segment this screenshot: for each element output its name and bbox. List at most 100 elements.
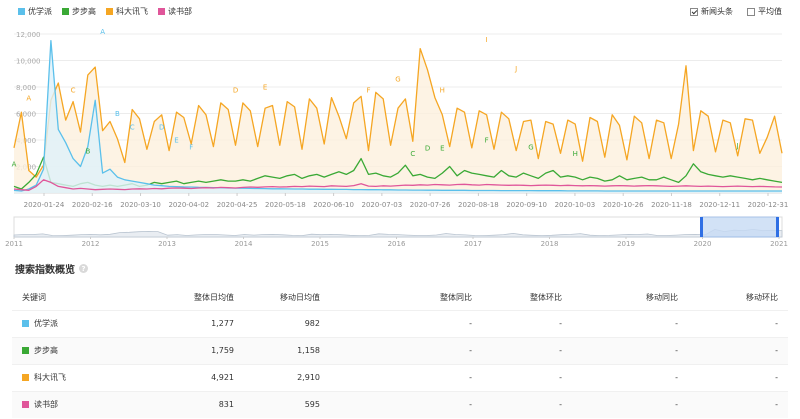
mobile-yoy-cell: - <box>572 390 688 418</box>
header-keyword: 关键词 <box>22 292 46 302</box>
legend-swatch <box>62 8 69 15</box>
news-marker: J <box>736 142 739 150</box>
news-headline-toggle[interactable]: 新闻头条 <box>690 6 733 17</box>
news-marker: J <box>514 65 517 73</box>
overall-avg-cell: 4,921 <box>162 363 244 391</box>
news-headline-label: 新闻头条 <box>701 7 733 16</box>
legend-item-youxuepai[interactable]: 优学派 <box>18 6 52 17</box>
header-mobile-mom: 移动环比 <box>746 292 778 302</box>
keyword-cell: 科大讯飞 <box>12 363 162 391</box>
table-header-row: 关键词 整体日均值 移动日均值 整体同比 整体环比 移动同比 移动环比 <box>12 285 788 310</box>
legend-label: 读书部 <box>168 7 192 16</box>
help-icon[interactable]: ? <box>79 264 88 273</box>
keyword-swatch <box>22 401 29 409</box>
keyword-swatch <box>22 374 29 381</box>
average-label: 平均值 <box>758 7 782 16</box>
news-marker: H <box>440 86 445 94</box>
news-marker: C <box>130 123 135 131</box>
x-tick-label: 2020-09-10 <box>506 201 547 209</box>
chart-options: 新闻头条 平均值 <box>690 6 782 17</box>
summary-table: 关键词 整体日均值 移动日均值 整体同比 整体环比 移动同比 移动环比 优学派 … <box>12 285 788 418</box>
legend-item-dushubu[interactable]: 读书部 <box>158 6 192 17</box>
x-tick-label: 2020-10-03 <box>555 201 596 209</box>
year-label: 2021 <box>770 240 788 248</box>
mobile-yoy-cell: - <box>572 336 688 364</box>
news-marker: C <box>410 150 415 158</box>
year-label: 2013 <box>158 240 176 248</box>
keyword-label: 优学派 <box>34 319 58 328</box>
overall-yoy-cell: - <box>330 363 482 391</box>
series-line <box>13 179 783 191</box>
year-label: 2015 <box>311 240 329 248</box>
legend-swatch <box>18 8 25 15</box>
mobile-avg-cell: 595 <box>244 390 330 418</box>
average-toggle[interactable]: 平均值 <box>747 6 782 17</box>
year-label: 2020 <box>694 240 712 248</box>
legend-swatch <box>158 8 165 15</box>
mobile-mom-cell: - <box>688 309 788 337</box>
y-tick-label: 6,000 <box>16 111 36 119</box>
mobile-avg-cell: 2,910 <box>244 363 330 391</box>
series-area <box>14 48 782 193</box>
x-tick-label: 2020-01-24 <box>24 201 65 209</box>
year-label: 2017 <box>464 240 482 248</box>
news-marker: G <box>395 76 400 84</box>
overall-mom-cell: - <box>482 363 572 391</box>
keyword-cell: 步步高 <box>12 336 162 364</box>
overall-yoy-cell: - <box>330 336 482 364</box>
legend-item-iflytek[interactable]: 科大讯飞 <box>106 6 148 17</box>
series-line <box>13 39 782 192</box>
table-row: 科大讯飞 4,921 2,910 - - - - <box>12 363 788 391</box>
news-marker: B <box>115 110 120 118</box>
series-line <box>13 47 783 178</box>
navigator-mini-chart <box>13 228 783 238</box>
legend-item-bubugao[interactable]: 步步高 <box>62 6 96 17</box>
mobile-avg-cell: 1,158 <box>244 336 330 364</box>
news-marker: B <box>85 147 90 155</box>
navigator-selection <box>701 216 779 238</box>
mobile-yoy-cell: - <box>572 309 688 337</box>
news-marker: I <box>486 36 488 44</box>
mobile-mom-cell: - <box>688 363 788 391</box>
news-headline-checkbox[interactable] <box>690 7 698 16</box>
x-tick-label: 2020-02-16 <box>72 201 113 209</box>
y-tick-label: 8,000 <box>16 84 36 92</box>
legend-label: 科大讯飞 <box>116 7 148 16</box>
mobile-yoy-cell: - <box>572 363 688 391</box>
year-label: 2014 <box>235 240 253 248</box>
average-checkbox[interactable] <box>747 7 755 16</box>
year-label: 2018 <box>541 240 559 248</box>
overall-avg-cell: 1,277 <box>162 309 244 337</box>
news-marker: D <box>233 86 238 94</box>
mobile-mom-cell: - <box>688 390 788 418</box>
overall-avg-cell: 1,759 <box>162 336 244 364</box>
header-overall-avg: 整体日均值 <box>194 292 234 302</box>
news-marker: A <box>12 161 17 169</box>
news-marker: D <box>425 145 430 153</box>
header-overall-mom: 整体环比 <box>530 292 562 302</box>
keyword-cell: 优学派 <box>12 309 162 337</box>
overall-mom-cell: - <box>482 390 572 418</box>
legend-swatch <box>106 8 113 15</box>
news-marker: A <box>26 94 31 102</box>
news-marker: D <box>159 123 164 131</box>
news-marker: A <box>100 28 105 36</box>
mobile-avg-cell: 982 <box>244 309 330 337</box>
x-tick-label: 2020-05-18 <box>265 201 306 209</box>
overall-mom-cell: - <box>482 336 572 364</box>
x-tick-label: 2020-03-10 <box>120 201 161 209</box>
x-tick-label: 2020-07-03 <box>362 201 403 209</box>
x-tick-label: 2020-04-25 <box>217 201 258 209</box>
x-tick-label: 2020-08-18 <box>458 201 499 209</box>
navigator-handle-left[interactable] <box>700 217 703 237</box>
keyword-label: 读书部 <box>34 400 58 410</box>
keyword-label: 步步高 <box>34 346 58 355</box>
series-area <box>14 40 782 193</box>
navigator-handle-right[interactable] <box>776 217 779 237</box>
year-label: 2012 <box>82 240 100 248</box>
year-label: 2019 <box>617 240 635 248</box>
news-marker: E <box>263 84 267 92</box>
trend-chart[interactable]: 2,0004,0006,0008,00010,00012,000ABCDEFAC… <box>0 0 800 255</box>
x-tick-label: 2020-11-18 <box>651 201 692 209</box>
chart-legend: 优学派 步步高 科大讯飞 读书部 <box>18 6 192 17</box>
